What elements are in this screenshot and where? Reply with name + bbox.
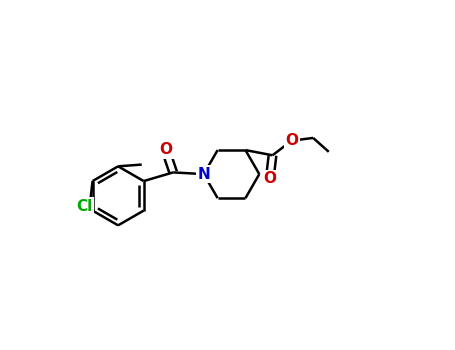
- Text: O: O: [285, 133, 298, 148]
- Text: O: O: [263, 172, 276, 187]
- Text: Cl: Cl: [76, 198, 92, 214]
- Text: O: O: [159, 142, 172, 158]
- Text: N: N: [197, 167, 210, 182]
